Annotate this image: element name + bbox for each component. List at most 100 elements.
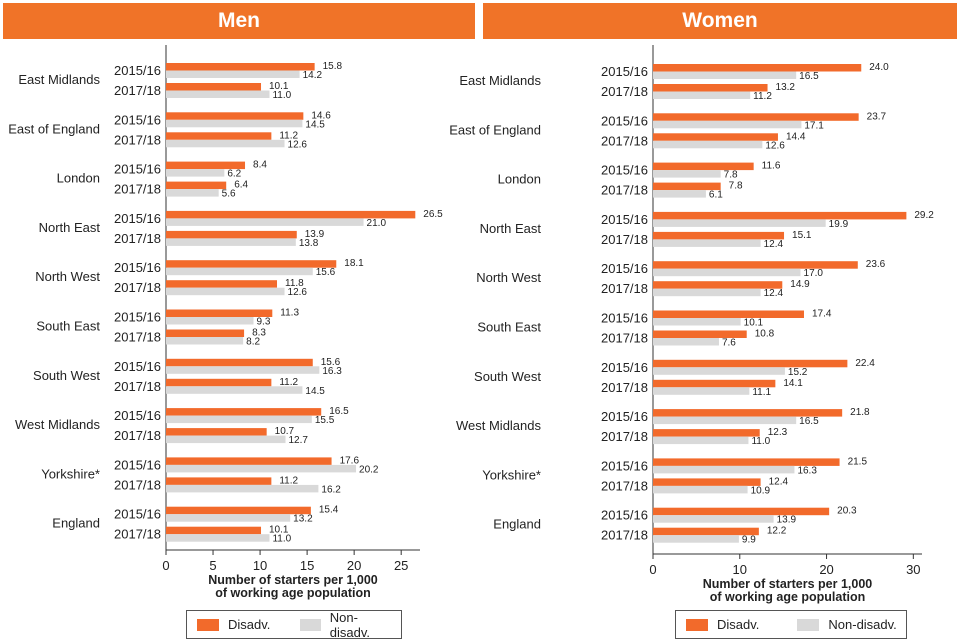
- men-bar-nondisadv: [166, 90, 270, 98]
- women-bar-nondisadv: [653, 239, 761, 247]
- women-bar-nondisadv: [653, 219, 826, 227]
- women-x-tick-label: 30: [906, 562, 920, 577]
- women-year-label: 2015/16: [601, 261, 648, 276]
- women-x-tick-label: 20: [819, 562, 833, 577]
- women-year-label: 2017/18: [601, 528, 648, 543]
- women-year-label: 2015/16: [601, 508, 648, 523]
- men-bar-disadv: [166, 63, 315, 71]
- men-bar-disadv: [166, 112, 304, 120]
- legend-disadv-swatch: [197, 618, 219, 631]
- women-bar-disadv: [653, 359, 848, 368]
- women-data-label-nondisadv: 16.3: [797, 465, 817, 476]
- women-bar-disadv: [653, 133, 778, 141]
- men-data-label-disadv: 15.8: [323, 61, 343, 72]
- men-year-label: 2015/16: [114, 408, 161, 423]
- men-bar-disadv: [166, 506, 311, 515]
- women-data-label-disadv: 12.2: [767, 526, 787, 537]
- men-x-tick-label: 0: [162, 558, 169, 573]
- men-region-label: London: [57, 171, 100, 186]
- women-bar-nondisadv: [653, 387, 750, 395]
- women-data-label-nondisadv: 11.0: [751, 436, 770, 447]
- men-year-label: 2015/16: [114, 162, 161, 177]
- women-bar-disadv: [653, 84, 768, 92]
- men-data-label-nondisadv: 12.6: [288, 139, 308, 150]
- women-year-label: 2015/16: [601, 163, 648, 178]
- men-bar-nondisadv: [166, 218, 364, 226]
- men-region-label: Yorkshire*: [41, 466, 100, 481]
- men-x-tick-label: 10: [253, 558, 267, 573]
- women-data-label-disadv: 12.3: [768, 427, 788, 438]
- women-region-label: England: [493, 517, 541, 532]
- men-data-label-disadv: 14.6: [311, 110, 331, 121]
- women-year-label: 2015/16: [601, 409, 648, 424]
- men-year-label: 2017/18: [114, 527, 161, 542]
- women-panel-header: Women: [483, 3, 957, 39]
- men-x-tick-label: 15: [300, 558, 314, 573]
- men-bar-nondisadv: [166, 386, 303, 394]
- men-data-label-nondisadv: 11.0: [272, 534, 291, 545]
- women-x-tick-label: 10: [733, 562, 747, 577]
- women-data-label-nondisadv: 19.9: [829, 219, 849, 230]
- men-year-label: 2017/18: [114, 477, 161, 492]
- women-bar-nondisadv: [653, 268, 801, 277]
- women-data-label-nondisadv: 16.5: [799, 71, 819, 82]
- women-data-label-disadv: 29.2: [914, 210, 934, 221]
- men-bar-disadv: [166, 428, 267, 436]
- women-bar-disadv: [653, 182, 721, 191]
- men-data-label-disadv: 15.4: [319, 505, 339, 516]
- women-bar-nondisadv: [653, 190, 706, 198]
- men-x-axis-title-line1: Number of starters per 1,000: [208, 573, 378, 587]
- men-bar-nondisadv: [166, 189, 219, 197]
- women-bar-nondisadv: [653, 91, 751, 99]
- men-bar-nondisadv: [166, 484, 319, 493]
- women-bar-nondisadv: [653, 338, 719, 346]
- men-data-label-nondisadv: 11.0: [272, 90, 291, 101]
- men-bar-nondisadv: [166, 464, 357, 473]
- men-bar-disadv: [166, 477, 272, 485]
- legend-disadv-label: Disadv.: [717, 617, 760, 632]
- women-bar-disadv: [653, 527, 759, 536]
- women-data-label-nondisadv: 16.5: [799, 416, 819, 427]
- legend-disadv-swatch: [686, 618, 708, 631]
- men-bar-nondisadv: [166, 415, 312, 424]
- women-region-label: North East: [480, 221, 542, 236]
- women-region-label: South East: [477, 320, 541, 335]
- men-bar-disadv: [166, 181, 227, 190]
- women-x-tick-label: 0: [649, 562, 656, 577]
- women-year-label: 2015/16: [601, 360, 648, 375]
- women-data-label-disadv: 17.4: [812, 309, 832, 320]
- women-data-label-nondisadv: 7.8: [724, 170, 738, 181]
- legend-nondisadv-label: Non-disadv.: [828, 617, 897, 632]
- men-x-tick-label: 25: [394, 558, 408, 573]
- men-data-label-disadv: 11.2: [279, 130, 298, 141]
- women-data-label-disadv: 20.3: [837, 506, 857, 517]
- women-bar-disadv: [653, 64, 862, 72]
- men-bar-disadv: [166, 230, 297, 239]
- women-bar-nondisadv: [653, 465, 795, 474]
- men-bar-nondisadv: [166, 169, 225, 177]
- women-bar-disadv: [653, 211, 907, 220]
- men-data-label-disadv: 8.3: [252, 328, 266, 339]
- men-data-label-nondisadv: 16.2: [321, 484, 341, 495]
- men-data-label-nondisadv: 13.8: [299, 238, 319, 249]
- men-year-label: 2017/18: [114, 231, 161, 246]
- women-bar-disadv: [653, 261, 858, 269]
- men-data-label-disadv: 17.6: [340, 455, 360, 466]
- women-year-label: 2015/16: [601, 311, 648, 326]
- women-data-label-nondisadv: 6.1: [709, 190, 723, 201]
- men-bar-disadv: [166, 280, 278, 288]
- women-year-label: 2017/18: [601, 429, 648, 444]
- women-bar-disadv: [653, 281, 783, 289]
- men-bar-disadv: [166, 329, 245, 337]
- men-year-label: 2015/16: [114, 112, 161, 127]
- men-year-label: 2017/18: [114, 330, 161, 345]
- men-bar-nondisadv: [166, 119, 303, 128]
- men-data-label-nondisadv: 20.2: [359, 464, 379, 475]
- men-bar-disadv: [166, 378, 272, 387]
- men-year-label: 2017/18: [114, 428, 161, 443]
- women-region-label: South West: [474, 369, 541, 384]
- women-bar-nondisadv: [653, 170, 721, 178]
- women-year-label: 2017/18: [601, 380, 648, 395]
- women-bar-disadv: [653, 231, 785, 240]
- men-data-label-nondisadv: 9.3: [256, 317, 270, 328]
